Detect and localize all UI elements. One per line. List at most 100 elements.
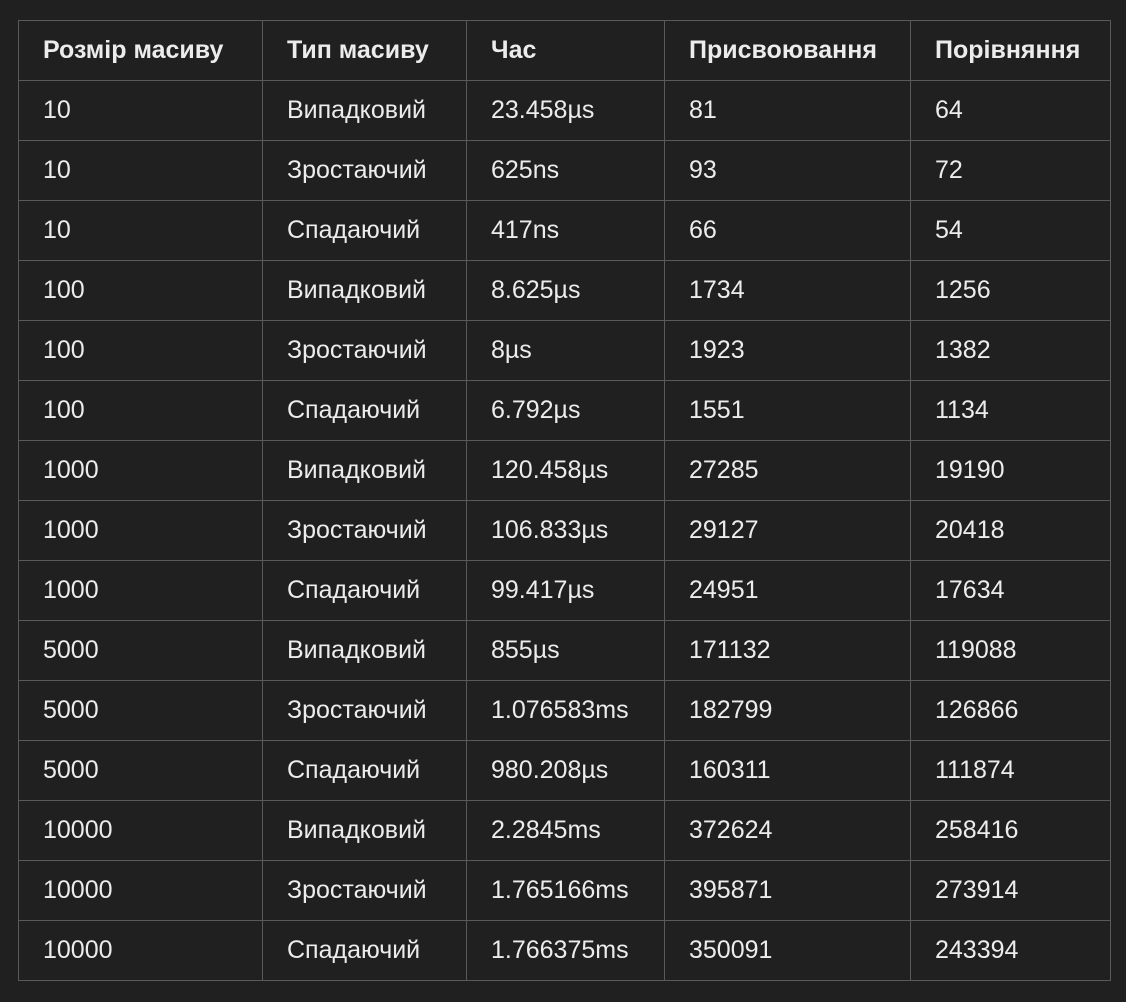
cell-time: 1.765166ms	[466, 860, 665, 921]
cell-array-type: Випадковий	[262, 80, 467, 141]
cell-assignments: 171132	[664, 620, 911, 681]
cell-comparisons: 20418	[910, 500, 1111, 561]
cell-assignments: 182799	[664, 680, 911, 741]
cell-time: 1.766375ms	[466, 920, 665, 981]
cell-assignments: 395871	[664, 860, 911, 921]
cell-array-size: 1000	[18, 500, 263, 561]
cell-array-size: 10	[18, 140, 263, 201]
cell-assignments: 160311	[664, 740, 911, 801]
header-array-type: Тип масиву	[262, 20, 467, 81]
cell-time: 980.208µs	[466, 740, 665, 801]
cell-assignments: 93	[664, 140, 911, 201]
cell-comparisons: 54	[910, 200, 1111, 261]
cell-assignments: 1923	[664, 320, 911, 381]
cell-array-size: 1000	[18, 560, 263, 621]
table-row: 10 Зростаючий 625ns 93 72	[18, 140, 1111, 201]
cell-assignments: 66	[664, 200, 911, 261]
cell-time: 417ns	[466, 200, 665, 261]
cell-time: 6.792µs	[466, 380, 665, 441]
cell-array-type: Випадковий	[262, 440, 467, 501]
cell-time: 99.417µs	[466, 560, 665, 621]
cell-array-size: 10000	[18, 920, 263, 981]
cell-array-type: Випадковий	[262, 620, 467, 681]
cell-comparisons: 126866	[910, 680, 1111, 741]
cell-array-type: Зростаючий	[262, 680, 467, 741]
cell-array-size: 10000	[18, 860, 263, 921]
cell-array-type: Випадковий	[262, 800, 467, 861]
cell-array-size: 10	[18, 80, 263, 141]
results-table-container: Розмір масиву Тип масиву Час Присвоюванн…	[18, 20, 1111, 981]
cell-assignments: 81	[664, 80, 911, 141]
table-row: 100 Спадаючий 6.792µs 1551 1134	[18, 380, 1111, 441]
cell-comparisons: 258416	[910, 800, 1111, 861]
table-row: 100 Зростаючий 8µs 1923 1382	[18, 320, 1111, 381]
cell-comparisons: 111874	[910, 740, 1111, 801]
cell-comparisons: 243394	[910, 920, 1111, 981]
cell-time: 8µs	[466, 320, 665, 381]
cell-comparisons: 1134	[910, 380, 1111, 441]
table-row: 10000 Випадковий 2.2845ms 372624 258416	[18, 800, 1111, 861]
cell-comparisons: 273914	[910, 860, 1111, 921]
header-array-size: Розмір масиву	[18, 20, 263, 81]
cell-array-size: 100	[18, 320, 263, 381]
cell-time: 106.833µs	[466, 500, 665, 561]
cell-comparisons: 1382	[910, 320, 1111, 381]
cell-assignments: 372624	[664, 800, 911, 861]
cell-array-size: 1000	[18, 440, 263, 501]
table-row: 1000 Випадковий 120.458µs 27285 19190	[18, 440, 1111, 501]
cell-time: 2.2845ms	[466, 800, 665, 861]
cell-array-size: 5000	[18, 740, 263, 801]
table-row: 10000 Зростаючий 1.765166ms 395871 27391…	[18, 860, 1111, 921]
cell-time: 120.458µs	[466, 440, 665, 501]
table-header: Розмір масиву Тип масиву Час Присвоюванн…	[18, 20, 1111, 81]
cell-array-type: Зростаючий	[262, 500, 467, 561]
cell-comparisons: 72	[910, 140, 1111, 201]
table-row: 1000 Зростаючий 106.833µs 29127 20418	[18, 500, 1111, 561]
cell-array-type: Спадаючий	[262, 560, 467, 621]
cell-array-type: Спадаючий	[262, 200, 467, 261]
cell-time: 625ns	[466, 140, 665, 201]
cell-comparisons: 64	[910, 80, 1111, 141]
cell-array-size: 10000	[18, 800, 263, 861]
cell-assignments: 29127	[664, 500, 911, 561]
cell-comparisons: 119088	[910, 620, 1111, 681]
cell-array-type: Зростаючий	[262, 140, 467, 201]
header-assignments: Присвоювання	[664, 20, 911, 81]
cell-assignments: 1551	[664, 380, 911, 441]
header-time: Час	[466, 20, 665, 81]
cell-array-size: 10	[18, 200, 263, 261]
cell-time: 1.076583ms	[466, 680, 665, 741]
table-row: 10 Спадаючий 417ns 66 54	[18, 200, 1111, 261]
table-body: 10 Випадковий 23.458µs 81 64 10 Зростаюч…	[18, 80, 1111, 981]
cell-time: 855µs	[466, 620, 665, 681]
cell-array-type: Спадаючий	[262, 380, 467, 441]
cell-array-type: Спадаючий	[262, 740, 467, 801]
table-row: 5000 Зростаючий 1.076583ms 182799 126866	[18, 680, 1111, 741]
cell-array-size: 100	[18, 380, 263, 441]
header-row: Розмір масиву Тип масиву Час Присвоюванн…	[18, 20, 1111, 81]
table-row: 5000 Випадковий 855µs 171132 119088	[18, 620, 1111, 681]
cell-array-type: Зростаючий	[262, 860, 467, 921]
cell-assignments: 24951	[664, 560, 911, 621]
cell-comparisons: 19190	[910, 440, 1111, 501]
cell-time: 8.625µs	[466, 260, 665, 321]
cell-array-type: Спадаючий	[262, 920, 467, 981]
cell-array-size: 5000	[18, 620, 263, 681]
cell-assignments: 1734	[664, 260, 911, 321]
cell-assignments: 27285	[664, 440, 911, 501]
table-row: 100 Випадковий 8.625µs 1734 1256	[18, 260, 1111, 321]
cell-array-type: Зростаючий	[262, 320, 467, 381]
table-row: 10 Випадковий 23.458µs 81 64	[18, 80, 1111, 141]
table-row: 1000 Спадаючий 99.417µs 24951 17634	[18, 560, 1111, 621]
cell-array-size: 100	[18, 260, 263, 321]
cell-array-type: Випадковий	[262, 260, 467, 321]
cell-time: 23.458µs	[466, 80, 665, 141]
cell-comparisons: 17634	[910, 560, 1111, 621]
cell-array-size: 5000	[18, 680, 263, 741]
cell-assignments: 350091	[664, 920, 911, 981]
header-comparisons: Порівняння	[910, 20, 1111, 81]
table-row: 10000 Спадаючий 1.766375ms 350091 243394	[18, 920, 1111, 981]
results-table: Розмір масиву Тип масиву Час Присвоюванн…	[18, 20, 1111, 981]
table-row: 5000 Спадаючий 980.208µs 160311 111874	[18, 740, 1111, 801]
cell-comparisons: 1256	[910, 260, 1111, 321]
